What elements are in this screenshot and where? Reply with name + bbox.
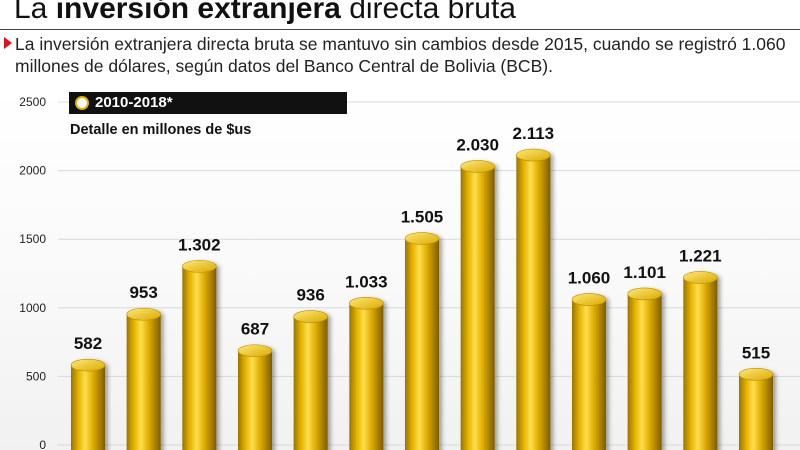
data-label: 936 xyxy=(296,286,324,305)
bar-body xyxy=(739,374,773,450)
bar xyxy=(126,307,161,450)
bar-cap xyxy=(237,344,273,358)
data-label: 1.302 xyxy=(178,235,221,254)
data-label: 1.221 xyxy=(679,246,722,265)
title-emphasis: inversión extranjera xyxy=(55,0,341,25)
data-label: 1.101 xyxy=(623,263,666,282)
bar-cap xyxy=(516,148,551,162)
page-title: La inversión extranjera directa bruta xyxy=(14,0,516,27)
bar xyxy=(237,344,273,450)
period-badge: 2010-2018* xyxy=(69,92,347,114)
data-label: 582 xyxy=(74,334,102,353)
bar-cap xyxy=(571,293,607,306)
bar-cap xyxy=(293,310,328,323)
y-tick-label: 1000 xyxy=(19,301,46,315)
bars xyxy=(70,148,774,450)
chart-panel: 0 500 1000 1500 2000 2500 582 953 1.302 687 936 1.… xyxy=(0,86,800,450)
title-prefix: La xyxy=(14,0,48,25)
data-label: 2.030 xyxy=(456,135,499,154)
bar xyxy=(293,310,328,450)
bar xyxy=(627,287,662,450)
bar-cap xyxy=(349,296,384,310)
bar xyxy=(571,293,607,450)
bar-body xyxy=(126,314,161,450)
bar-body xyxy=(293,316,328,450)
bar xyxy=(738,368,774,450)
bullet-marker-icon xyxy=(4,37,12,49)
bar-body xyxy=(516,155,551,450)
y-tick-label: 2500 xyxy=(19,95,46,109)
bar-cap xyxy=(126,307,161,321)
bar xyxy=(349,296,384,450)
bar xyxy=(516,148,551,450)
data-labels: 582 953 1.302 687 936 1.033 1.505 2.030 2.113 1.0… xyxy=(74,124,770,362)
title-suffix: directa bruta xyxy=(349,0,516,25)
bar-cap xyxy=(627,287,662,301)
bar-cap xyxy=(738,368,774,381)
chart-subtitle: Detalle en millones de $us xyxy=(70,122,252,138)
bar-cap xyxy=(182,260,217,273)
bar xyxy=(70,358,106,450)
y-tick-label: 500 xyxy=(26,369,46,383)
bar-cap xyxy=(683,271,718,284)
y-tick-label: 0 xyxy=(39,438,46,450)
y-tick-label: 1500 xyxy=(19,232,46,246)
bar-body xyxy=(460,166,495,450)
bar xyxy=(460,160,495,450)
data-label: 1.060 xyxy=(568,269,611,288)
data-label: 953 xyxy=(129,283,157,302)
description: La inversión extranjera directa bruta se… xyxy=(4,33,795,77)
data-label: 2.113 xyxy=(513,124,555,143)
data-label: 1.505 xyxy=(401,208,444,227)
circle-icon xyxy=(75,96,89,110)
bar-chart: 0 500 1000 1500 2000 2500 582 953 1.302 687 936 1.… xyxy=(19,95,800,450)
period-label: 2010-2018* xyxy=(95,94,173,111)
title-divider xyxy=(0,29,800,30)
bar-body xyxy=(71,365,105,450)
data-label: 515 xyxy=(742,343,770,362)
bar-body xyxy=(238,350,272,450)
bar xyxy=(182,260,217,450)
bar-cap xyxy=(404,232,440,245)
bar xyxy=(683,271,718,450)
bar-body xyxy=(182,266,217,450)
bar-cap xyxy=(70,358,106,372)
bar-body xyxy=(683,277,718,450)
bar-cap xyxy=(460,160,495,173)
bar-body xyxy=(405,238,439,450)
bar-body xyxy=(349,303,384,450)
data-label: 1.033 xyxy=(345,272,388,291)
data-label: 687 xyxy=(241,320,269,339)
y-tick-label: 2000 xyxy=(19,164,46,178)
bar xyxy=(404,232,440,450)
description-text: La inversión extranjera directa bruta se… xyxy=(15,34,786,76)
bar-body xyxy=(572,299,606,450)
y-axis: 0 500 1000 1500 2000 2500 xyxy=(19,95,46,450)
bar-body xyxy=(627,293,662,450)
